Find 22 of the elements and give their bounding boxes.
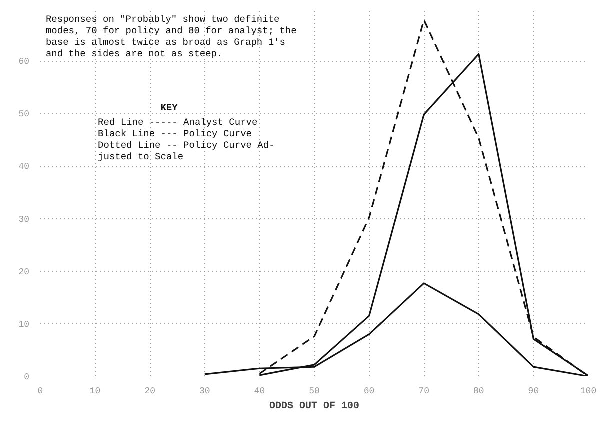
y-tick-label: 40 <box>18 162 30 172</box>
x-tick-label: 20 <box>144 386 156 396</box>
y-tick-label: 60 <box>18 57 30 68</box>
x-tick-label: 50 <box>309 386 320 396</box>
x-tick-label: 80 <box>474 386 484 396</box>
x-tick-label: 60 <box>364 386 375 396</box>
x-tick-label: 40 <box>254 386 266 396</box>
x-tick-label: 10 <box>90 386 101 396</box>
annotation: Red Line ----- Analyst Curve Black Line --- Policy Curve Dotted Line -- Policy Curve Ad- justed to Scale <box>98 117 275 163</box>
x-tick-label: 0 <box>38 386 44 396</box>
y-tick-label: 0 <box>24 372 30 382</box>
x-axis-title: ODDS OUT OF 100 <box>269 402 360 412</box>
x-tick-label: 30 <box>200 386 210 396</box>
x-tick-label: 70 <box>418 386 430 396</box>
y-tick-label: 50 <box>18 110 30 120</box>
annotation: Responses on "Probably" show two definite modes, 70 for policy and 80 for analyst; the base is almost twice as broad as Graph 1's and the sides are not as steep. <box>46 14 298 60</box>
annotation: KEY <box>160 102 178 114</box>
y-tick-label: 30 <box>18 214 30 225</box>
y-tick-label: 10 <box>18 320 30 330</box>
x-tick-label: 90 <box>528 386 540 396</box>
y-tick-label: 20 <box>18 267 30 278</box>
x-tick-label: 100 <box>580 386 597 396</box>
